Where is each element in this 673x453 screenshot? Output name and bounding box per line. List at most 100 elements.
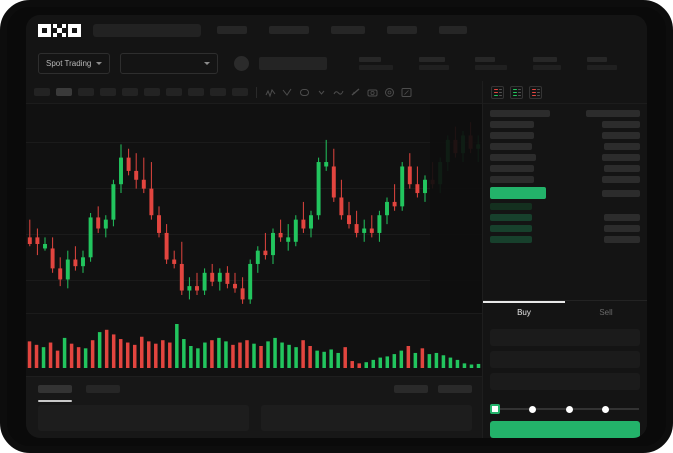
bottom-card-left[interactable] [38,405,249,431]
timeframe-button-5[interactable] [122,88,138,96]
orderbook-row[interactable] [490,187,640,199]
orderbook-size-bar [604,165,640,172]
orderbook-both-icon[interactable] [491,85,504,99]
orderbook-row[interactable] [490,225,640,232]
pair-select[interactable] [120,52,219,74]
orderbook-size-bar [586,110,640,117]
orderbook-price-bar [490,154,536,161]
timeframe-button-8[interactable] [188,88,204,96]
stat-label [587,56,608,62]
orderbook-asks-icon[interactable] [529,85,542,99]
orderbook-row[interactable] [490,143,640,150]
settings-icon[interactable] [384,87,395,98]
orderbook-size-bar [604,214,640,221]
search-input[interactable] [93,23,201,37]
orderbook-row[interactable] [490,165,640,172]
nav-item-2[interactable] [269,26,309,34]
stat-label [419,56,446,62]
bottom-panel [26,376,482,438]
orderbook-row[interactable] [490,132,640,139]
stat-label [533,56,558,62]
timeframe-button-3[interactable] [78,88,94,96]
orderbook-row[interactable] [490,110,640,117]
tab-open-orders[interactable] [38,385,72,402]
timeframe-button-1[interactable] [34,88,50,96]
line-chart-icon[interactable] [333,87,344,98]
bottom-action-1[interactable] [394,385,428,393]
compare-icon[interactable] [282,87,293,98]
tab-sell[interactable]: Sell [599,307,613,317]
stat-label [475,56,496,62]
timeframe-button-2[interactable] [56,88,72,96]
orderbook-price-bar [490,203,532,210]
indicator-icon[interactable] [265,87,276,98]
orderbook-row[interactable] [490,154,640,161]
orderbook-size-bar [602,154,640,161]
candlestick-chart[interactable] [26,104,482,322]
chart-overlay-panel [430,104,482,322]
orderbook-row[interactable] [490,121,640,128]
tab-order-history[interactable] [86,385,120,393]
orderbook-price-bar [490,236,532,243]
orderbook-price-bar [490,143,532,150]
chart-gridlines [26,104,482,313]
slider-step-50[interactable] [565,405,573,413]
bottom-cards [38,405,472,431]
stat-value [419,64,450,70]
orderbook-price-bar [490,214,532,221]
orderbook-row[interactable] [490,236,640,243]
orderbook-row[interactable] [490,214,640,221]
orderbook-price-bar [490,121,534,128]
stat-high [475,56,508,70]
nav-item-1[interactable] [217,26,247,34]
ruler-icon[interactable] [350,87,361,98]
slider-step-25[interactable] [529,405,537,413]
template-icon[interactable] [299,87,310,98]
orderbook-spread-bar [490,187,546,199]
top-header [26,15,647,45]
orderbook-size-bar [604,225,640,232]
slider-step-75[interactable] [601,405,609,413]
tab-buy[interactable]: Buy [483,301,565,323]
bottom-action-2[interactable] [438,385,472,393]
orderbook-row[interactable] [490,203,640,210]
stat-label [359,56,382,62]
timeframe-button-6[interactable] [144,88,160,96]
trading-mode-label: Spot Trading [46,58,92,68]
main-body: Buy Sell [26,81,647,438]
nav-item-4[interactable] [387,26,417,34]
timeframe-button-7[interactable] [166,88,182,96]
submit-buy-button[interactable] [490,421,640,438]
orderbook-price-bar [490,165,534,172]
stat-value [533,64,562,70]
timeframe-button-4[interactable] [100,88,116,96]
fullscreen-icon[interactable] [401,87,412,98]
okx-logo[interactable] [38,23,81,37]
orderbook-size-bar [602,189,640,197]
chevron-down-icon[interactable] [316,87,327,98]
slider-handle[interactable] [490,404,500,414]
stat-change [419,56,450,70]
amount-field[interactable] [490,351,640,368]
timeframe-button-9[interactable] [210,88,226,96]
nav-item-5[interactable] [439,26,467,34]
timeframe-button-10[interactable] [232,88,248,96]
price-field[interactable] [490,329,640,346]
trade-fields [483,323,647,401]
chart-tools-group [265,87,412,98]
orderbook-size-bar [604,236,640,243]
bottom-card-right[interactable] [261,405,472,431]
orderbook-bids-icon[interactable] [510,85,523,99]
orderbook-rows[interactable] [483,104,647,300]
stat-volume [587,56,618,70]
camera-icon[interactable] [367,87,378,98]
timeframe-group [34,88,248,96]
nav-item-3[interactable] [331,26,365,34]
total-field[interactable] [490,373,640,390]
orderbook-size-bar [602,132,640,139]
ticker-stats [359,56,618,70]
orderbook-row[interactable] [490,176,640,183]
trading-mode-select[interactable]: Spot Trading [38,52,111,74]
amount-slider[interactable] [483,401,647,417]
